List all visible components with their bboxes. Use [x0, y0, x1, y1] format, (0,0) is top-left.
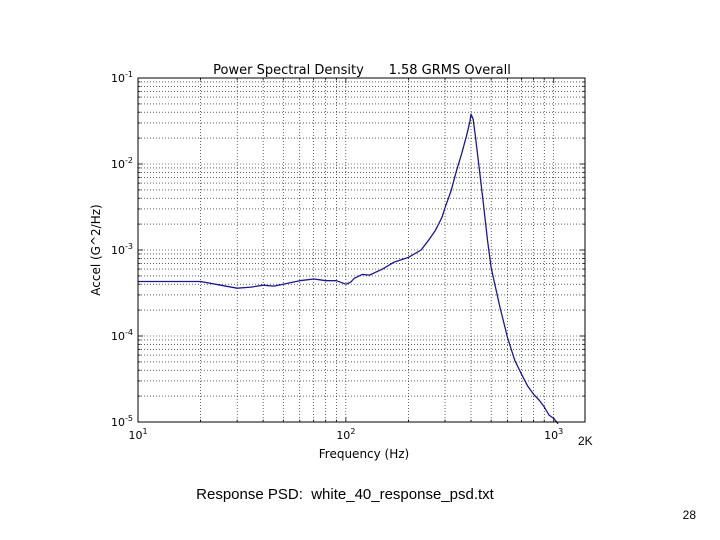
grid-lines: [137, 77, 585, 423]
plot-background: [138, 78, 585, 422]
tick-marks: [137, 77, 585, 423]
chart-title: Power Spectral Density 1.58 GRMS Overall: [213, 63, 511, 78]
series-group: [138, 113, 559, 425]
x-tick-label: 101: [128, 427, 147, 442]
x-tick-label: 103: [544, 427, 563, 442]
y-tick-label: 10-2: [111, 156, 133, 171]
y-tick-label: 10-4: [111, 328, 133, 343]
y-axis-label: Accel (G^2/Hz): [89, 204, 103, 295]
x-axis-label: Frequency (Hz): [319, 447, 410, 461]
y-tick-label: 10-1: [111, 70, 133, 85]
y-tick-label: 10-5: [111, 414, 133, 429]
slide-caption: Response PSD: white_40_response_psd.txt: [196, 486, 494, 503]
y-tick-label: 10-3: [111, 242, 133, 257]
x-tick-label: 102: [336, 427, 355, 442]
annotation-2k: 2K: [578, 434, 593, 448]
tick-labels: 101 102 103 10-1 10-2 10-3 10-4 10-5: [111, 70, 563, 442]
page-number: 28: [682, 508, 696, 522]
psd-series-line: [138, 113, 559, 425]
